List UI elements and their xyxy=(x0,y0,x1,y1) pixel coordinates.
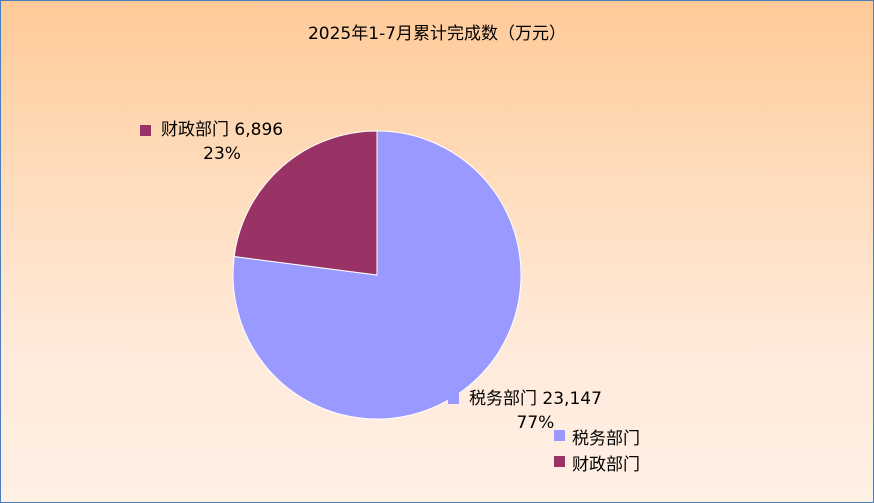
label-swatch-tax xyxy=(448,393,459,404)
label-percent: 77% xyxy=(516,413,555,433)
chart-title: 2025年1-7月累计完成数（万元） xyxy=(307,24,567,44)
label-value: 23,147 xyxy=(542,389,602,409)
label-name: 税务部门 xyxy=(469,389,537,409)
label-value: 6,896 xyxy=(234,120,284,140)
legend-swatch-tax xyxy=(554,430,565,441)
pie-slice-0 xyxy=(232,130,522,420)
data-label-finance: 财政部门 6,896 23% xyxy=(161,118,283,166)
legend-swatch-finance xyxy=(554,456,565,467)
pie-slice-1 xyxy=(233,130,378,276)
data-label-tax: 税务部门 23,147 77% xyxy=(469,387,602,435)
label-percent: 23% xyxy=(203,144,241,164)
label-name: 财政部门 xyxy=(161,120,229,140)
label-swatch-finance xyxy=(140,125,151,136)
legend-item-tax: 税务部门 xyxy=(572,429,640,449)
legend-item-finance: 财政部门 xyxy=(572,455,640,475)
